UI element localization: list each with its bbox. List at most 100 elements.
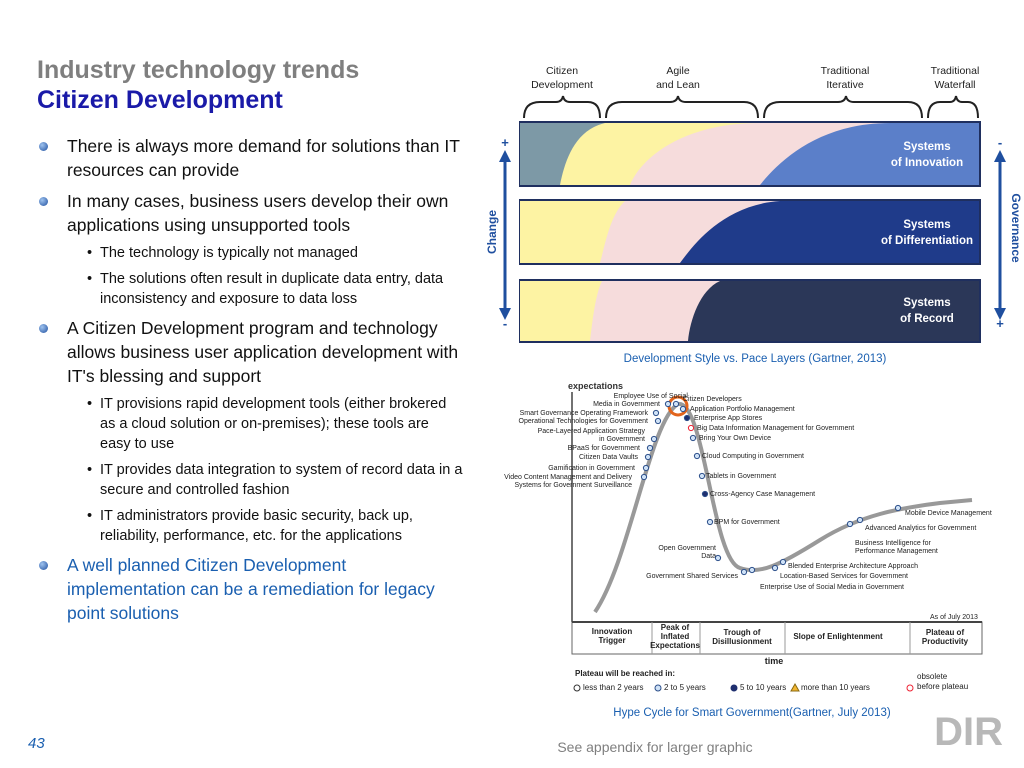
region xyxy=(520,123,605,185)
hype-label: Big Data Information Management for Gove… xyxy=(697,425,854,432)
hype-label: Cross-Agency Case Management xyxy=(710,491,815,498)
hype-label: Cloud Computing in Government xyxy=(702,453,804,460)
bullet-text: A Citizen Development program and techno… xyxy=(67,318,459,386)
title-line2: Citizen Development xyxy=(37,86,283,114)
bullet-dot xyxy=(39,561,48,570)
region xyxy=(520,281,602,341)
hype-label: Data xyxy=(701,553,716,560)
hype-dot xyxy=(740,568,748,576)
hype-label: Tablets in Government xyxy=(706,473,776,480)
hype-dot xyxy=(689,434,697,442)
sub-dot: • xyxy=(87,245,93,261)
sub-bullet: • The technology is typically not managed xyxy=(67,243,463,263)
phase-band xyxy=(571,621,983,655)
sub-bullet: • The solutions often result in duplicate… xyxy=(67,269,463,309)
hype-label: Media in Government xyxy=(593,401,660,408)
title-line1: Industry technology trends xyxy=(37,56,360,84)
hype-dot xyxy=(679,405,687,413)
sub-bullet-text: IT provisions rapid development tools (e… xyxy=(100,396,447,452)
hype-dot xyxy=(654,417,662,425)
legend-label: before plateau xyxy=(917,682,968,691)
bullet-dot xyxy=(39,197,48,206)
hype-label: Blended Enterprise Architecture Approach xyxy=(788,563,918,570)
hype-dot xyxy=(672,400,680,408)
hype-dot xyxy=(714,554,722,562)
sub-dot: • xyxy=(87,462,93,478)
bullet: A well planned Citizen Development imple… xyxy=(38,553,463,625)
sign: + xyxy=(501,135,509,150)
sub-bullet-text: The solutions often result in duplicate … xyxy=(100,271,444,307)
hype-label: Systems for Government Surveillance xyxy=(515,482,633,489)
phase-label: Trough of xyxy=(724,628,761,637)
hype-dot xyxy=(894,504,902,512)
hype-label: Location-Based Services for Government xyxy=(780,573,908,580)
hype-dot xyxy=(706,518,714,526)
sub-bullet: • IT administrators provide basic securit… xyxy=(67,506,463,546)
legend-marker xyxy=(654,684,662,692)
hype-dot xyxy=(771,564,779,572)
hype-dot xyxy=(856,516,864,524)
sub-bullet-text: IT administrators provide basic security… xyxy=(100,508,413,544)
hype-label: Pace-Layered Application Strategy xyxy=(538,428,646,435)
hype-curve xyxy=(593,402,973,614)
hype-dot xyxy=(693,452,701,460)
hype-label: BPM for Government xyxy=(714,519,780,526)
sub-bullet: • IT provisions rapid development tools (… xyxy=(67,394,463,454)
bullet: In many cases, business users develop th… xyxy=(38,189,463,309)
layer-label: Systems xyxy=(903,141,950,153)
hype-label: in Government xyxy=(599,436,645,443)
sub-dot: • xyxy=(87,396,93,412)
hype-label: Gamification in Government xyxy=(548,465,635,472)
layer-label: Systems xyxy=(903,219,950,231)
hype-label: Open Government xyxy=(658,545,716,552)
phase-label: Peak of xyxy=(661,623,690,632)
phase-label: Trigger xyxy=(598,636,625,645)
legend-marker xyxy=(730,684,738,692)
hype-label: Video Content Management and Delivery xyxy=(504,474,632,481)
phase-label: Productivity xyxy=(922,637,969,646)
legend-marker xyxy=(790,682,800,692)
pace-layers xyxy=(499,95,1006,343)
hype-label: Business Intelligence for xyxy=(855,540,932,547)
hype-dot xyxy=(748,566,756,574)
hype-cycle xyxy=(571,392,983,655)
hype-label: Citizen Developers xyxy=(683,396,742,403)
layer-label: of Differentiation xyxy=(881,235,973,247)
hype-label: Citizen Data Vaults xyxy=(579,454,639,461)
column-header: Waterfall xyxy=(934,79,975,91)
bullet-list: There is always more demand for solution… xyxy=(38,134,463,632)
phase-label: Inflated xyxy=(661,632,690,641)
x-label: time xyxy=(765,656,784,666)
hype-label: Smart Governance Operating Framework xyxy=(520,410,649,417)
hype-label: Operational Technologies for Government xyxy=(519,418,649,425)
bullet: There is always more demand for solution… xyxy=(38,134,463,182)
hype-dot xyxy=(644,453,652,461)
hype-label: BPaaS for Government xyxy=(568,445,640,452)
legend-label: 5 to 10 years xyxy=(740,683,786,692)
hype-dot xyxy=(640,473,648,481)
region xyxy=(520,201,625,263)
column-header: Traditional xyxy=(821,65,870,77)
hype-dot xyxy=(846,520,854,528)
brace xyxy=(605,95,759,119)
hype-label: Mobile Device Management xyxy=(905,510,992,517)
hype-dot xyxy=(664,400,672,408)
legend-label: obsolete xyxy=(917,672,948,681)
phase-label: Expectations xyxy=(650,641,700,650)
bullet-text: There is always more demand for solution… xyxy=(67,136,460,180)
caption: Hype Cycle for Smart Government(Gartner,… xyxy=(613,707,891,719)
legend-marker xyxy=(906,684,914,692)
layer-label: of Innovation xyxy=(891,157,963,169)
caption: Development Style vs. Pace Layers (Gartn… xyxy=(624,353,887,365)
brace xyxy=(763,95,923,119)
hype-dot xyxy=(701,490,709,498)
legend-label: less than 2 years xyxy=(583,683,643,692)
as-of: As of July 2013 xyxy=(930,614,978,621)
legend-title: Plateau will be reached in: xyxy=(575,669,675,678)
sub-dot: • xyxy=(87,508,93,524)
phase-label: Disillusionment xyxy=(712,637,772,646)
column-header: Citizen xyxy=(546,65,578,77)
y-label: expectations xyxy=(568,381,623,391)
